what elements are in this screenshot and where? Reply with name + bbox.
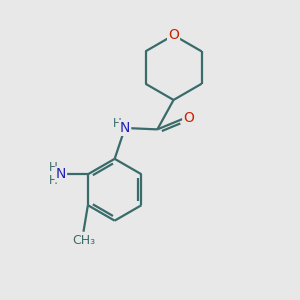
- Text: H: H: [49, 161, 58, 174]
- Text: O: O: [183, 111, 194, 124]
- Text: CH₃: CH₃: [72, 234, 95, 247]
- Text: H: H: [112, 117, 122, 130]
- Text: O: O: [168, 28, 179, 42]
- Text: H: H: [49, 174, 58, 187]
- Text: N: N: [120, 121, 130, 135]
- Text: N: N: [56, 167, 66, 181]
